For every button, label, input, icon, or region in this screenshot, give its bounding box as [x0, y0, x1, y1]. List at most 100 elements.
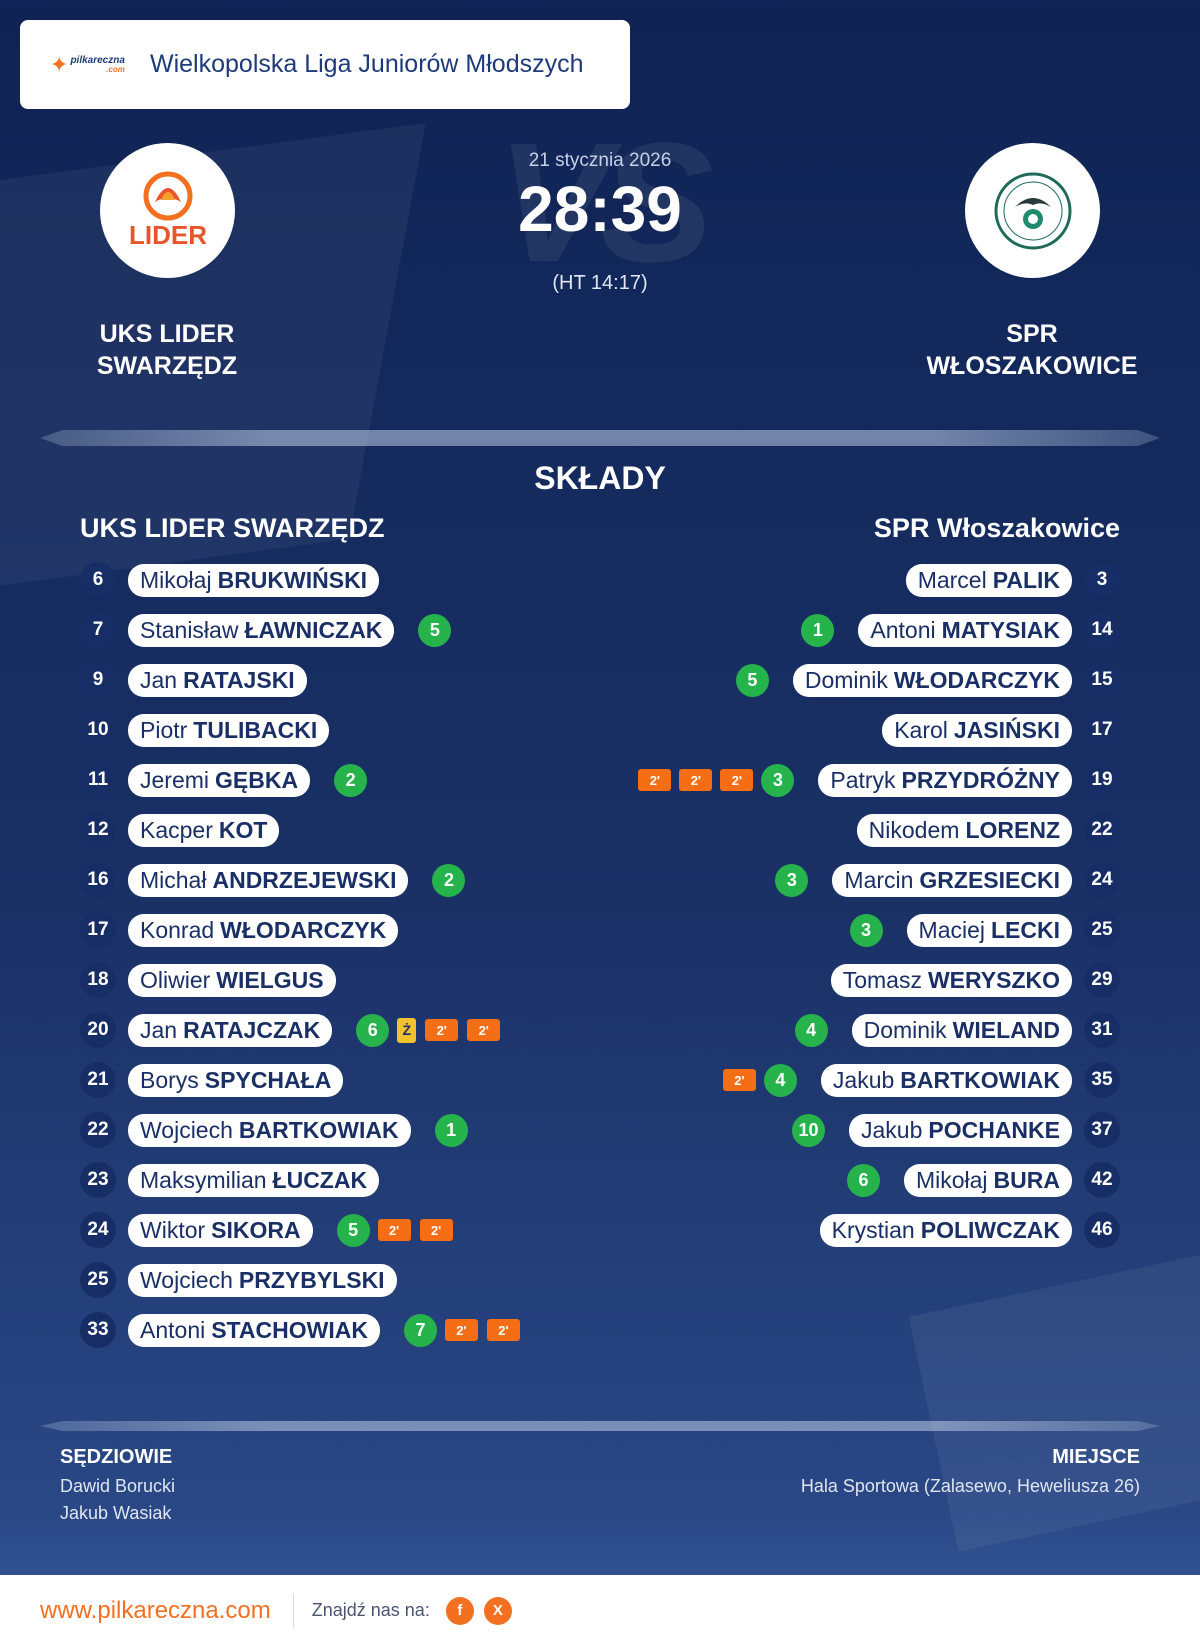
website-link[interactable]: www.pilkareczna.com	[40, 1596, 271, 1624]
player-number: 19	[1084, 762, 1120, 798]
venue-name: Hala Sportowa (Zalasewo, Heweliusza 26)	[800, 1476, 1140, 1496]
player-name: Kacper KOT	[128, 813, 280, 847]
player-first-name: Krystian	[831, 1216, 915, 1243]
home-team-logo: LIDER	[100, 143, 235, 278]
goals-badge: 10	[792, 1113, 825, 1147]
player-first-name: Jakub	[832, 1066, 895, 1093]
player-first-name: Wojciech	[140, 1116, 233, 1143]
player-first-name: Nikodem	[868, 816, 960, 843]
player-first-name: Jan	[140, 666, 178, 693]
lider-logo-icon: LIDER	[129, 171, 207, 250]
player-row: 25 Maciej LECKI 3	[600, 905, 1120, 955]
player-last-name: SIKORA	[211, 1216, 301, 1243]
player-name: Oliwier WIELGUS	[128, 963, 336, 997]
player-number: 46	[1084, 1212, 1120, 1248]
player-name: Borys SPYCHAŁA	[128, 1063, 344, 1097]
penalty-badge: 2'	[467, 1019, 501, 1041]
player-name: Krystian POLIWCZAK	[819, 1213, 1072, 1247]
player-row: 35 Jakub BARTKOWIAK 4 2'	[600, 1055, 1120, 1105]
player-first-name: Wiktor	[140, 1216, 206, 1243]
player-last-name: WIELGUS	[216, 966, 324, 993]
player-last-name: ANDRZEJEWSKI	[212, 866, 397, 893]
player-name: Jeremi GĘBKA	[128, 763, 311, 797]
player-number: 22	[80, 1112, 116, 1148]
player-name: Dominik WŁODARCZYK	[792, 663, 1072, 697]
penalty-badge: 2'	[722, 1069, 756, 1091]
facebook-icon[interactable]: f	[445, 1596, 474, 1625]
away-roster-title: SPR Włoszakowice	[873, 513, 1120, 543]
player-last-name: ŁUCZAK	[272, 1166, 368, 1193]
player-row: 37 Jakub POCHANKE 10	[600, 1105, 1120, 1155]
player-number: 6	[80, 562, 116, 598]
referee-name: Dawid Borucki	[60, 1476, 176, 1496]
player-last-name: WŁODARCZYK	[893, 666, 1060, 693]
player-first-name: Dominik	[863, 1016, 947, 1043]
player-last-name: LECKI	[991, 916, 1060, 943]
player-stats: 1	[434, 1113, 468, 1147]
player-first-name: Patryk	[830, 766, 896, 793]
player-number: 37	[1084, 1112, 1120, 1148]
referees-title: SĘDZIOWIE	[60, 1446, 173, 1468]
player-number: 21	[80, 1062, 116, 1098]
match-date: 21 stycznia 2026	[528, 150, 672, 171]
player-stats: 4	[794, 1013, 828, 1047]
goals-badge: 6	[356, 1013, 390, 1047]
player-number: 3	[1084, 562, 1120, 598]
logo-suffix: .com	[106, 64, 125, 74]
player-last-name: RATAJSKI	[183, 666, 295, 693]
player-row: 15 Dominik WŁODARCZYK 5	[600, 655, 1120, 705]
player-row: 18 Oliwier WIELGUS	[80, 955, 600, 1005]
player-first-name: Antoni	[870, 616, 936, 643]
player-number: 17	[1084, 712, 1120, 748]
halftime-score: (HT 14:17)	[552, 272, 648, 294]
player-row: 20 Jan RATAJCZAK 6 Ż 2' 2'	[80, 1005, 600, 1055]
player-stats: 2	[432, 863, 466, 897]
player-first-name: Jeremi	[140, 766, 210, 793]
player-first-name: Michał	[140, 866, 207, 893]
player-number: 12	[80, 812, 116, 848]
player-name: Maksymilian ŁUCZAK	[128, 1163, 380, 1197]
player-first-name: Piotr	[140, 716, 188, 743]
penalty-badge: 2'	[638, 769, 672, 791]
player-number: 14	[1084, 612, 1120, 648]
player-first-name: Oliwier	[140, 966, 211, 993]
player-number: 22	[1084, 812, 1120, 848]
player-name: Marcin GRZESIECKI	[832, 863, 1072, 897]
away-roster: 3 Marcel PALIK 14 Antoni MATYSIAK 1 15 Dominik WŁ…	[600, 555, 1120, 1255]
player-number: 25	[1084, 912, 1120, 948]
player-name: Dominik WIELAND	[851, 1013, 1072, 1047]
goals-badge: 2	[432, 863, 466, 897]
player-number: 7	[80, 612, 116, 648]
player-first-name: Jan	[140, 1016, 178, 1043]
player-last-name: ŁAWNICZAK	[244, 616, 383, 643]
player-last-name: JASIŃSKI	[953, 716, 1060, 743]
player-name: Tomasz WERYSZKO	[830, 963, 1072, 997]
x-icon[interactable]: X	[483, 1596, 512, 1625]
player-row: 17 Karol JASIŃSKI	[600, 705, 1120, 755]
home-team-name: UKS LIDER SWARZĘDZ	[96, 320, 238, 380]
player-stats: 10	[792, 1113, 825, 1147]
player-row: 22 Nikodem LORENZ	[600, 805, 1120, 855]
pilkareczna-logo[interactable]: ✦ pilkareczna .com	[50, 52, 130, 78]
player-number: 11	[80, 762, 116, 798]
player-row: 31 Dominik WIELAND 4	[600, 1005, 1120, 1055]
player-name: Antoni STACHOWIAK	[128, 1313, 380, 1347]
player-row: 23 Maksymilian ŁUCZAK	[80, 1155, 600, 1205]
player-stats: 1	[801, 613, 835, 647]
yellow-card-badge: Ż	[397, 1017, 417, 1043]
player-last-name: WERYSZKO	[927, 966, 1060, 993]
section-divider	[40, 430, 1160, 446]
player-name: Jakub BARTKOWIAK	[820, 1063, 1072, 1097]
svg-text:LIDER: LIDER	[129, 220, 207, 250]
player-stats: 3 2' 2' 2'	[638, 763, 795, 797]
player-first-name: Borys	[140, 1066, 199, 1093]
player-first-name: Wojciech	[140, 1266, 233, 1293]
penalty-badge: 2'	[425, 1019, 459, 1041]
player-number: 25	[80, 1262, 116, 1298]
goals-badge: 5	[336, 1213, 370, 1247]
background-shape	[908, 1248, 1200, 1552]
player-first-name: Marcin	[844, 866, 914, 893]
section-divider	[40, 1421, 1160, 1431]
home-roster-title: UKS LIDER SWARZĘDZ	[80, 513, 385, 543]
player-first-name: Maksymilian	[140, 1166, 267, 1193]
